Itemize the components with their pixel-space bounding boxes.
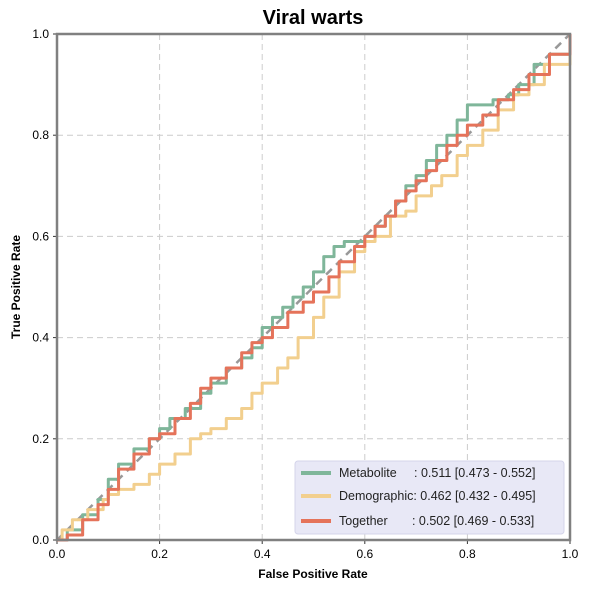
- legend-label-together: Together : 0.502 [0.469 - 0.533]: [339, 514, 534, 528]
- y-tick-label: 0.4: [32, 331, 49, 345]
- x-tick-label: 1.0: [562, 547, 579, 561]
- y-tick-label: 1.0: [32, 27, 49, 41]
- y-axis-title: True Positive Rate: [9, 235, 23, 339]
- legend-label-demographic: Demographic: 0.462 [0.432 - 0.495]: [339, 489, 536, 503]
- roc-curve-together: [57, 34, 572, 542]
- x-tick-label: 0.8: [459, 547, 476, 561]
- legend: Metabolite : 0.511 [0.473 - 0.552] Demog…: [294, 460, 565, 535]
- x-tick-label: 0.4: [254, 547, 271, 561]
- legend-box: [294, 460, 565, 535]
- y-axis-ticks: 0.0 0.2 0.4 0.6 0.8 1.0: [32, 27, 57, 547]
- x-axis-ticks: 0.0 0.2 0.4 0.6 0.8 1.0: [49, 540, 579, 561]
- x-tick-label: 0.0: [49, 547, 66, 561]
- roc-curves: [57, 34, 572, 542]
- y-tick-label: 0.0: [32, 533, 49, 547]
- y-tick-label: 0.6: [32, 229, 49, 243]
- roc-curve-demographic: [57, 34, 572, 542]
- x-tick-label: 0.6: [356, 547, 373, 561]
- y-tick-label: 0.8: [32, 128, 49, 142]
- x-tick-label: 0.2: [151, 547, 168, 561]
- plot-frame: [55, 32, 572, 542]
- legend-label-metabolite: Metabolite : 0.511 [0.473 - 0.552]: [339, 466, 535, 480]
- chart-title: Viral warts: [263, 7, 364, 29]
- y-tick-label: 0.2: [32, 432, 49, 446]
- x-axis-title: False Positive Rate: [258, 567, 368, 581]
